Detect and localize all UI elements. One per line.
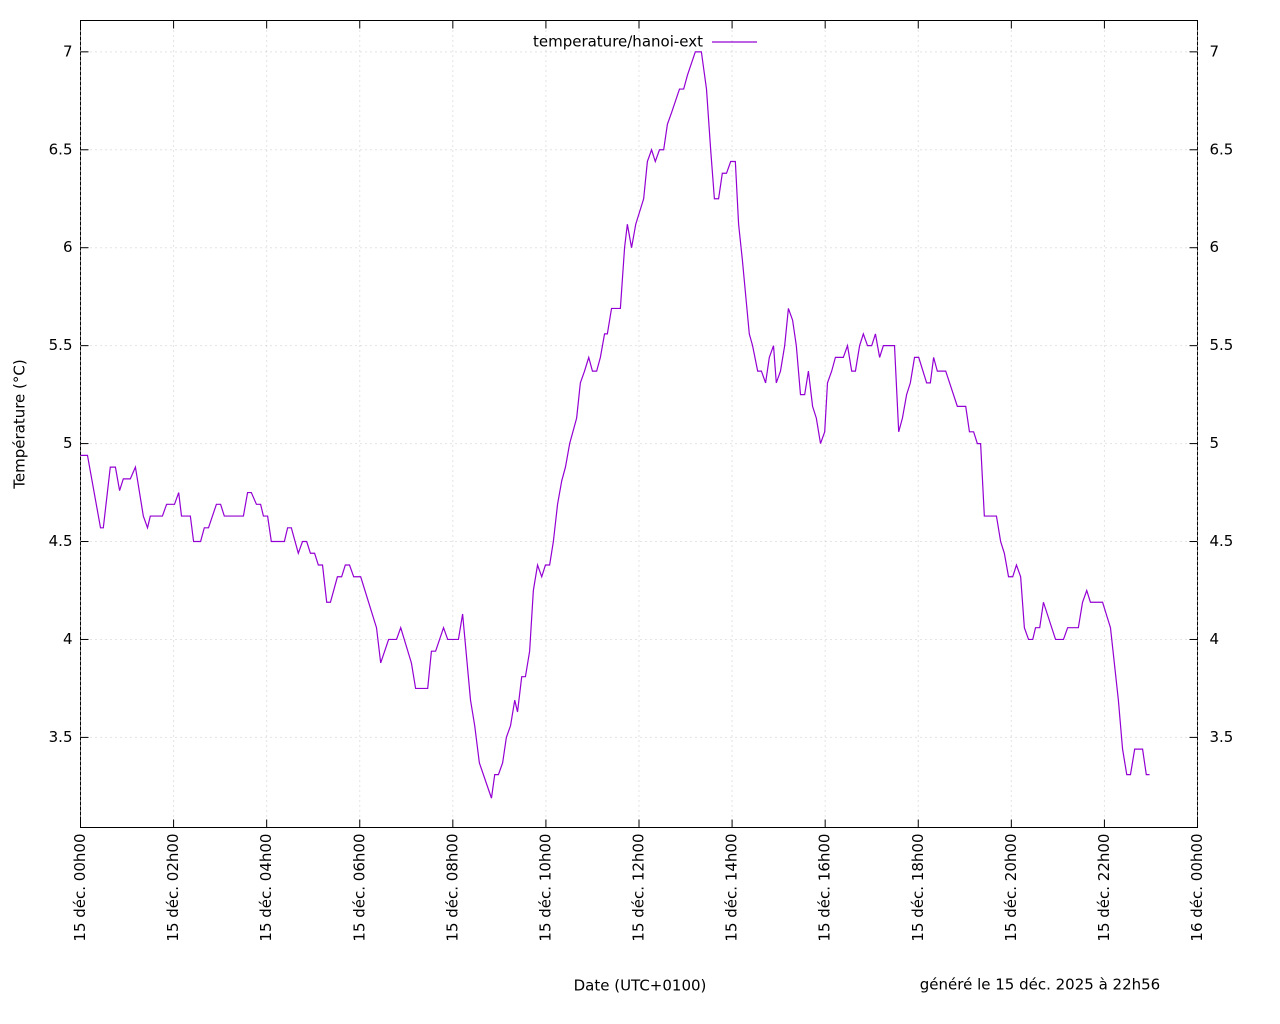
x-tick-label: 15 déc. 22h00: [1095, 834, 1113, 942]
y2-tick-label: 4: [1210, 630, 1220, 648]
y2-tick-label: 4.5: [1210, 532, 1234, 550]
y2-tick-label: 3.5: [1210, 728, 1234, 746]
y-tick-label: 4.5: [49, 532, 73, 550]
x-tick-label: 15 déc. 02h00: [164, 834, 182, 942]
y2-tick-label: 7: [1210, 42, 1220, 60]
x-tick-label: 15 déc. 20h00: [1002, 833, 1020, 941]
footnote: généré le 15 déc. 2025 à 22h56: [920, 976, 1160, 994]
x-tick-label: 15 déc. 16h00: [816, 834, 834, 942]
x-tick-label: 15 déc. 06h00: [350, 834, 368, 942]
y-tick-label: 5: [63, 434, 73, 452]
legend-label: temperature/hanoi-ext: [533, 33, 703, 51]
y-axis-label: Température (°C): [11, 359, 29, 489]
y2-tick-label: 6: [1210, 238, 1220, 256]
y-tick-label: 6.5: [49, 140, 73, 158]
x-tick-label: 15 déc. 08h00: [443, 834, 461, 942]
data-line: [80, 51, 1150, 799]
x-tick-label: 15 déc. 10h00: [536, 834, 554, 942]
y-tick-label: 6: [63, 238, 73, 256]
x-tick-label: 15 déc. 14h00: [723, 834, 741, 942]
y2-tick-label: 6.5: [1210, 140, 1234, 158]
x-tick-label: 15 déc. 18h00: [909, 834, 927, 942]
y-tick-label: 4: [63, 630, 73, 648]
x-tick-label: 15 déc. 12h00: [630, 834, 648, 942]
x-axis-label: Date (UTC+0100): [574, 977, 707, 995]
y-tick-label: 5.5: [49, 336, 73, 354]
y-tick-label: 7: [63, 42, 73, 60]
y2-tick-label: 5.5: [1210, 336, 1234, 354]
x-tick-label: 16 déc. 00h00: [1188, 834, 1206, 942]
x-tick-label: 15 déc. 04h00: [257, 834, 275, 942]
y-tick-label: 3.5: [49, 728, 73, 746]
y2-tick-label: 5: [1210, 434, 1220, 452]
x-tick-label: 15 déc. 00h00: [71, 834, 89, 942]
